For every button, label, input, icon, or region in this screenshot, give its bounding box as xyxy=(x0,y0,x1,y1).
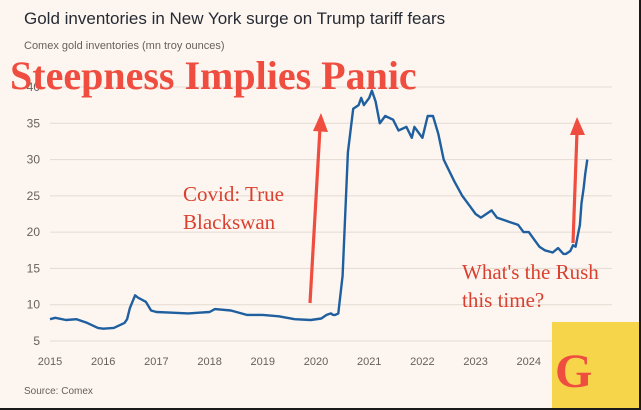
x-axis-ticks: 2015 2016 2017 2018 2019 2020 2021 2022 2023 2024… xyxy=(38,356,594,368)
grid-layer xyxy=(50,86,612,342)
rush-arrow xyxy=(570,117,585,244)
covid-annotation: Covid: True Blackswan xyxy=(183,180,323,236)
y-axis-ticks: 5 10 15 20 25 30 35 40 xyxy=(27,80,41,348)
logo-letter: G xyxy=(555,345,593,398)
rush-annotation: What's the Rush this time? xyxy=(462,258,632,314)
y-tick-label: 35 xyxy=(27,116,41,130)
source-note: Source: Comex xyxy=(24,386,93,397)
rush-annotation-line1: What's the Rush xyxy=(462,260,599,284)
y-tick-label: 30 xyxy=(27,153,41,167)
y-tick-label: 5 xyxy=(33,334,40,348)
x-tick-label: 2022 xyxy=(410,356,434,368)
x-tick-label: 2015 xyxy=(38,356,62,368)
x-tick-label: 2020 xyxy=(304,356,328,368)
y-tick-label: 25 xyxy=(27,189,41,203)
y-tick-label: 10 xyxy=(27,298,41,312)
covid-annotation-line1: Covid: True xyxy=(183,182,284,206)
inventory-line xyxy=(49,89,589,330)
x-tick-label: 2016 xyxy=(91,356,115,368)
x-tick-label: 2023 xyxy=(463,356,487,368)
chart-subtitle: Comex gold inventories (mn troy ounces) xyxy=(24,40,225,52)
overlay-headline: Steepness Implies Panic xyxy=(10,53,417,98)
x-tick-label: 2021 xyxy=(357,356,381,368)
covid-arrow xyxy=(308,113,328,304)
x-tick-label: 2018 xyxy=(197,356,221,368)
covid-annotation-line2: Blackswan xyxy=(183,210,276,234)
chart-title: Gold inventories in New York surge on Tr… xyxy=(24,9,446,28)
x-tick-label: 2017 xyxy=(144,356,168,368)
y-tick-label: 40 xyxy=(27,80,41,94)
y-tick-label: 20 xyxy=(27,225,41,239)
y-tick-label: 15 xyxy=(27,261,41,275)
x-tick-label: 2024 xyxy=(517,356,541,368)
x-tick-label: 2019 xyxy=(251,356,275,368)
rush-annotation-line2: this time? xyxy=(462,288,545,312)
g-logo: G xyxy=(552,322,639,408)
